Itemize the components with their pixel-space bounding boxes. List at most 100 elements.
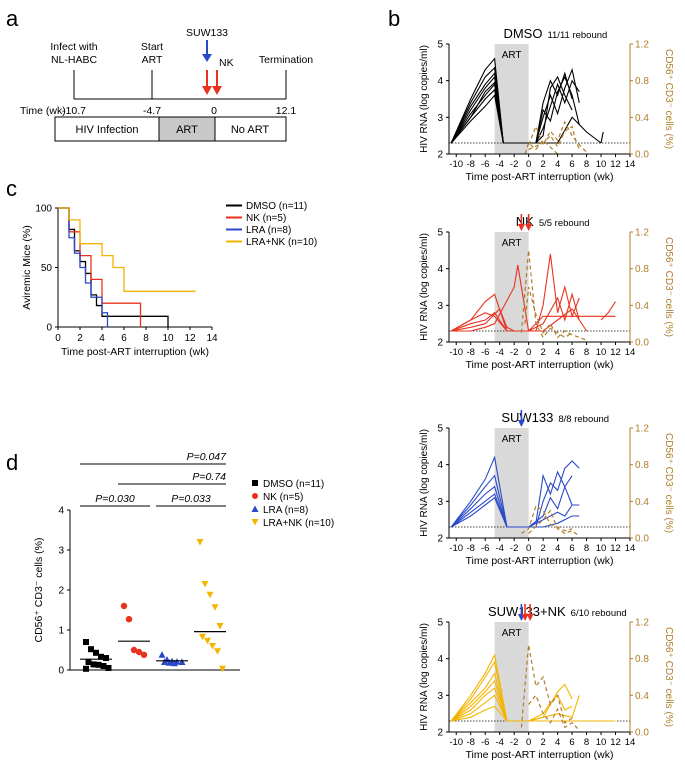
data-point	[120, 602, 128, 610]
y2-tick-label: 0.8	[635, 460, 649, 471]
y2-axis-label: CD56⁺ CD3⁻ cells (%)	[663, 49, 674, 149]
x-tick-label: 8	[584, 543, 589, 554]
x-axis-label: Time post-ART interruption (wk)	[465, 555, 613, 567]
hiv-rna-series-line	[528, 253, 580, 332]
y2-tick-label: 0.8	[635, 76, 649, 87]
legend-marker	[252, 493, 258, 499]
nk-arrow-2	[212, 70, 222, 95]
y-tick-label: 2	[437, 728, 443, 739]
timeline-event-line2: Termination	[259, 54, 313, 66]
data-point	[158, 651, 166, 658]
data-point	[166, 659, 173, 666]
data-point	[204, 637, 211, 645]
y-tick-label: 2	[58, 586, 64, 597]
x-tick-label: 8	[584, 737, 589, 748]
y2-tick-label: 0.0	[635, 728, 649, 739]
survival-curve	[58, 207, 109, 327]
data-point	[216, 623, 224, 630]
x-axis-label: Time post-ART interruption (wk)	[61, 346, 209, 358]
y2-tick-label: 0.8	[635, 654, 649, 665]
panel-c-survival-chart: 0 2 4 6 8 10 12 14 0 50 100 Time post-ART interrupt…	[21, 201, 317, 358]
x-tick-label: -8	[466, 543, 474, 554]
y-tick-label: 1	[58, 626, 64, 637]
nk-cell-series-line	[520, 644, 573, 728]
x-tick-label: -6	[481, 543, 489, 554]
art-shade	[494, 428, 529, 538]
timeline-event-line1: Start	[141, 41, 163, 53]
x-tick-label: 6	[121, 333, 127, 344]
legend-label: LRA (n=8)	[246, 225, 291, 236]
y-tick-label: 5	[437, 618, 443, 629]
hiv-rna-series-line	[528, 695, 580, 722]
x-tick-label: 0	[526, 159, 531, 170]
x-tick-label: 12	[610, 543, 621, 554]
p-value-label: P=0.74	[192, 471, 226, 483]
x-tick-label: 2	[77, 333, 83, 344]
x-tick-label: 12	[610, 737, 621, 748]
y-axis-label: HIV RNA (log copies/ml)	[419, 429, 430, 537]
hiv-rna-series-line	[528, 504, 580, 528]
data-point	[93, 649, 99, 656]
y-axis-label: HIV RNA (log copies/ml)	[419, 623, 430, 731]
timeline-time-value: 12.1	[276, 105, 297, 117]
x-tick-label: -10	[449, 737, 463, 748]
art-shade	[494, 44, 529, 154]
hiv-rna-series-line	[528, 308, 588, 332]
p-value-label: P=0.030	[95, 493, 135, 505]
data-point	[105, 665, 112, 671]
x-tick-label: 14	[625, 543, 636, 554]
x-tick-label: 2	[540, 543, 545, 554]
y2-axis-label: CD56⁺ CD3⁻ cells (%)	[663, 627, 674, 727]
y-tick-label: 50	[41, 263, 53, 274]
y2-tick-label: 1.2	[635, 228, 649, 239]
art-label: ART	[502, 238, 522, 249]
y-axis-label: HIV RNA (log copies/ml)	[419, 45, 430, 153]
x-tick-label: 4	[555, 159, 560, 170]
y2-tick-label: 0.4	[635, 497, 649, 508]
x-tick-label: 4	[555, 543, 560, 554]
hiv-rna-series-line	[528, 292, 580, 332]
timeline-axis-label: Time (wk)	[20, 105, 66, 117]
x-axis-label: Time post-ART interruption (wk)	[465, 359, 613, 371]
y-tick-label: 5	[437, 228, 443, 239]
hiv-rna-series-line	[528, 515, 580, 528]
x-tick-label: 6	[569, 543, 574, 554]
data-point	[206, 591, 214, 599]
y2-tick-label: 0.4	[635, 691, 649, 702]
data-point	[90, 661, 97, 668]
data-point	[125, 616, 133, 623]
nk-cell-series-line	[528, 120, 588, 153]
data-point	[100, 663, 107, 669]
hiv-rna-series-line	[450, 679, 529, 722]
y2-tick-label: 0.0	[635, 534, 649, 545]
panel-label-b: b	[388, 6, 400, 31]
y2-tick-label: 1.2	[635, 618, 649, 629]
data-point	[171, 659, 178, 667]
y-tick-label: 3	[437, 497, 443, 508]
survival-curve	[58, 207, 169, 327]
timeline-tick-2: 0	[211, 105, 217, 117]
chart-subtitle: 11/11 rebound	[547, 30, 607, 41]
panel-b: ART-10 -8 -6 -4 -2 0 2 4 6 8 10 12 1423450.00.40.81.…	[419, 26, 674, 761]
x-tick-label: 12	[184, 333, 196, 344]
art-label: ART	[502, 434, 522, 445]
hiv-rna-series-line	[528, 460, 580, 528]
timeline-tick-0: Infect with NL-HABC -10.7	[50, 41, 97, 117]
nk-cell-series-line	[528, 125, 580, 150]
drug-arrow	[202, 40, 212, 62]
y-tick-label: 0	[46, 323, 52, 334]
legend-label: DMSO (n=11)	[263, 479, 324, 490]
hiv-rna-series-line	[450, 81, 529, 144]
chart-title: SUW133+NK 6/10 rebound	[488, 604, 627, 619]
legend-label: NK (n=5)	[263, 492, 303, 503]
panel-label-a: a	[6, 6, 19, 31]
y-axis-label: CD56⁺ CD3⁻ cells (%)	[33, 537, 45, 642]
y-tick-label: 4	[437, 264, 443, 275]
x-tick-label: 4	[99, 333, 105, 344]
y-tick-label: 2	[437, 150, 443, 161]
y-tick-label: 2	[437, 338, 443, 349]
x-tick-label: 4	[555, 737, 560, 748]
legend-label: DMSO (n=11)	[246, 201, 307, 212]
nk-cell-series-line	[528, 509, 580, 537]
